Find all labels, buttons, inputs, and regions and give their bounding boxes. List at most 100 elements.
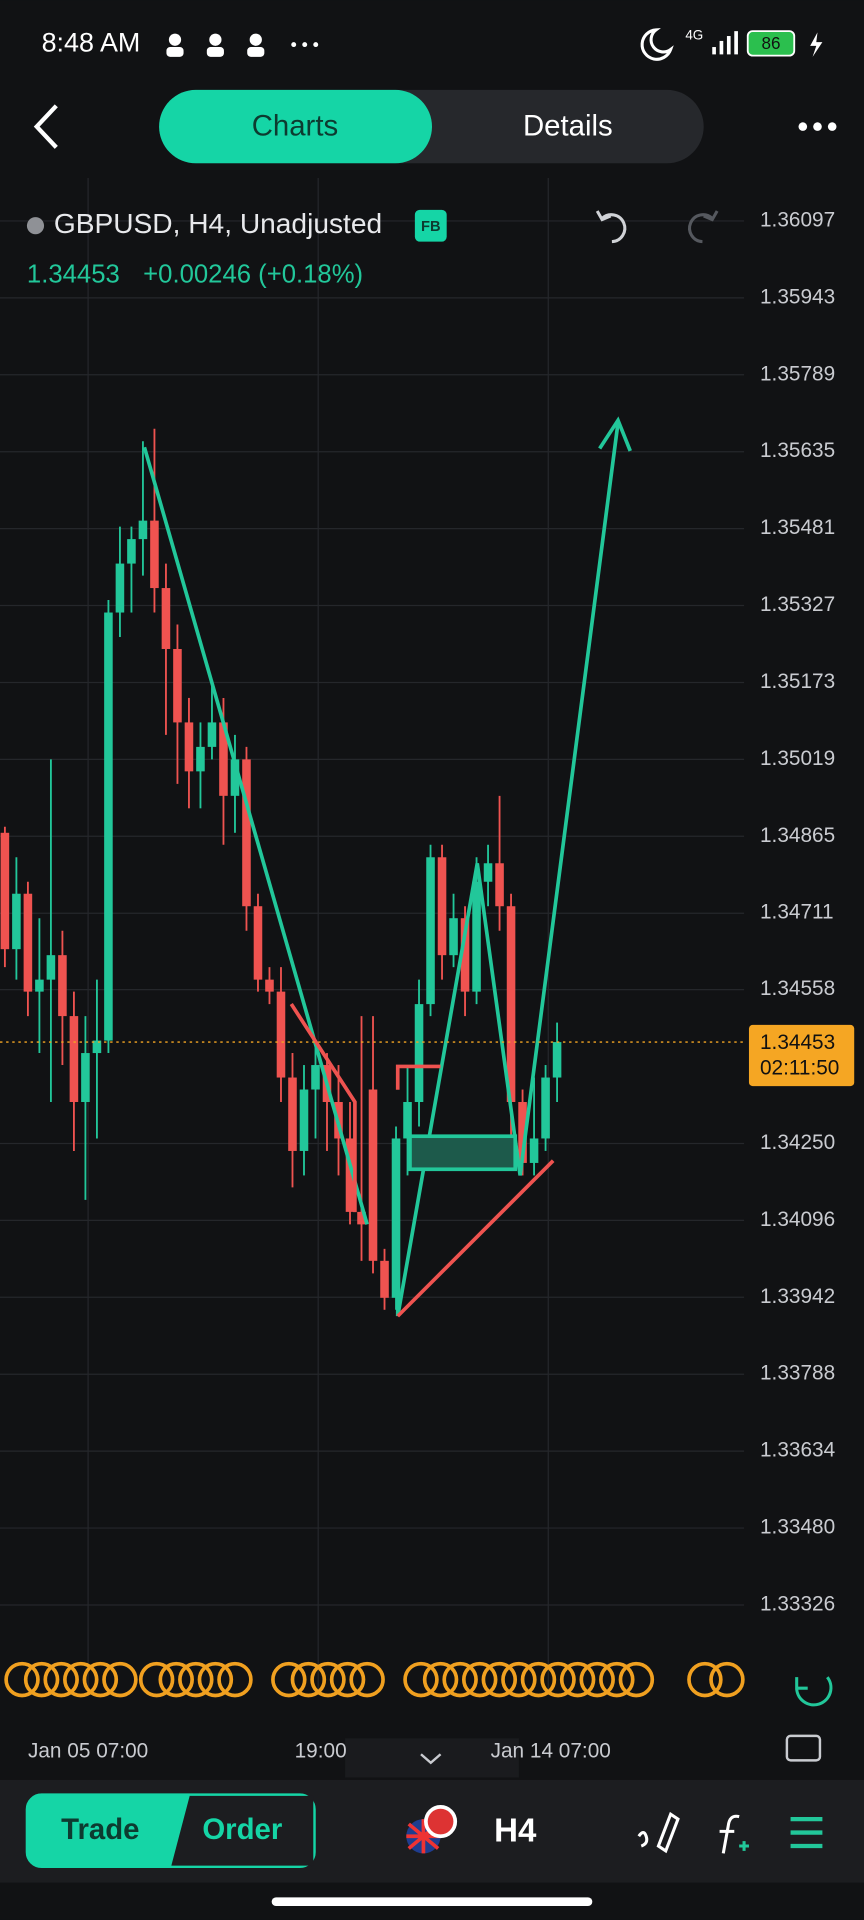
y-tick-label: 1.35481	[760, 516, 835, 539]
candle-body	[472, 881, 481, 992]
undo[interactable]	[595, 210, 627, 244]
event-icon	[540, 1661, 576, 1698]
event-icon	[82, 1661, 119, 1698]
badge: FB	[421, 219, 441, 235]
candle-body	[311, 1065, 320, 1090]
y-tick-label: 1.33634	[760, 1439, 835, 1462]
event-icon	[158, 1661, 194, 1698]
candle-body	[253, 906, 263, 980]
x-tick-label: Jan 05 07:00	[28, 1739, 148, 1762]
y-tick-label: 1.35327	[760, 593, 835, 616]
candle-body	[483, 863, 493, 882]
event-icon	[579, 1661, 615, 1698]
candle-body	[81, 1053, 90, 1103]
event-icon	[329, 1661, 366, 1698]
candle-body	[426, 857, 435, 1005]
menu-button[interactable]	[790, 1816, 823, 1849]
event-icon	[618, 1661, 655, 1698]
more-button[interactable]	[798, 122, 837, 131]
indicator-tool[interactable]	[719, 1814, 740, 1854]
back-button[interactable]	[33, 104, 58, 149]
y-tick-label: 1.35635	[760, 439, 835, 462]
price-change: +0.00246 (+0.18%)	[143, 261, 363, 289]
candle-body	[380, 1260, 389, 1298]
event-icon	[178, 1661, 214, 1698]
candle-body	[518, 1102, 527, 1163]
candle-body	[150, 520, 159, 589]
candle-body	[0, 832, 10, 950]
event-icon	[63, 1661, 99, 1698]
interval[interactable]: H4	[494, 1812, 537, 1849]
grid	[0, 177, 745, 1690]
tab-charts-bg[interactable]	[159, 89, 432, 164]
event-icon	[599, 1661, 635, 1698]
event-icon	[23, 1661, 60, 1698]
tab-details[interactable]: Details	[523, 110, 613, 143]
drawings	[142, 416, 632, 1318]
candle-body	[138, 520, 148, 540]
drawer-handle[interactable]	[345, 1738, 519, 1778]
candle-body	[92, 1040, 102, 1054]
candle-body	[449, 918, 458, 956]
redo[interactable]	[688, 210, 719, 244]
badge-bg	[414, 209, 447, 242]
tab-charts[interactable]: Charts	[252, 110, 338, 143]
reset-button[interactable]	[795, 1676, 833, 1707]
candle-body	[299, 1089, 309, 1151]
event-icon	[197, 1661, 234, 1698]
candle-body	[345, 1138, 355, 1212]
candle-body	[265, 979, 274, 992]
candle-body	[357, 1211, 366, 1225]
candle-body	[173, 648, 182, 723]
candle-body	[506, 906, 516, 1103]
event-icon	[310, 1661, 346, 1698]
draw-tool[interactable]	[637, 1811, 680, 1854]
current-price-label: 1.34453	[760, 1031, 835, 1054]
event-icons	[4, 1661, 745, 1698]
event-icon	[461, 1661, 498, 1698]
candle-body	[46, 955, 56, 980]
candle-body	[184, 722, 194, 772]
candle-body	[276, 991, 286, 1078]
event-icon	[442, 1661, 478, 1698]
countdown-label: 02:11:50	[760, 1056, 839, 1079]
trade-button[interactable]: Trade	[61, 1813, 139, 1846]
order-button[interactable]: Order	[202, 1813, 282, 1846]
candle-body	[196, 746, 205, 772]
y-tick-label: 1.33942	[760, 1285, 835, 1308]
event-icon	[138, 1661, 175, 1698]
status-network: 4G	[685, 28, 703, 43]
candle-body	[219, 722, 228, 796]
y-tick-label: 1.33326	[760, 1592, 835, 1615]
flag-us	[424, 1805, 458, 1839]
status-icons	[166, 28, 738, 61]
candle-body	[552, 1042, 562, 1078]
candle-body	[207, 722, 217, 747]
x-tick-label: Jan 14 07:00	[491, 1739, 611, 1762]
y-tick-label: 1.34558	[760, 977, 835, 1000]
home-indicator	[271, 1897, 593, 1906]
y-tick-label: 1.34250	[760, 1131, 835, 1154]
candle-body	[368, 1089, 378, 1261]
charging-icon	[810, 32, 823, 57]
layout-button[interactable]	[785, 1734, 822, 1762]
y-tick-label: 1.34096	[760, 1208, 835, 1231]
event-icon	[349, 1661, 385, 1698]
y-tick-label: 1.35789	[760, 362, 835, 385]
candle-body	[69, 1016, 79, 1103]
event-icon	[43, 1661, 79, 1698]
y-tick-label: 1.35173	[760, 670, 835, 693]
drawer-chevron[interactable]	[420, 1753, 442, 1765]
y-tick-label: 1.33788	[760, 1362, 835, 1385]
indicator-plus[interactable]	[739, 1841, 749, 1851]
y-tick-label: 1.36097	[760, 208, 835, 231]
candle-body	[414, 1004, 424, 1103]
candle-body	[12, 893, 21, 950]
symbol: GBPUSD, H4, Unadjusted	[54, 208, 382, 239]
candle-body	[403, 1102, 412, 1139]
order-bg[interactable]	[171, 1795, 314, 1866]
candle-body	[115, 563, 125, 613]
event-icon	[709, 1661, 745, 1698]
candle-body	[541, 1077, 550, 1139]
